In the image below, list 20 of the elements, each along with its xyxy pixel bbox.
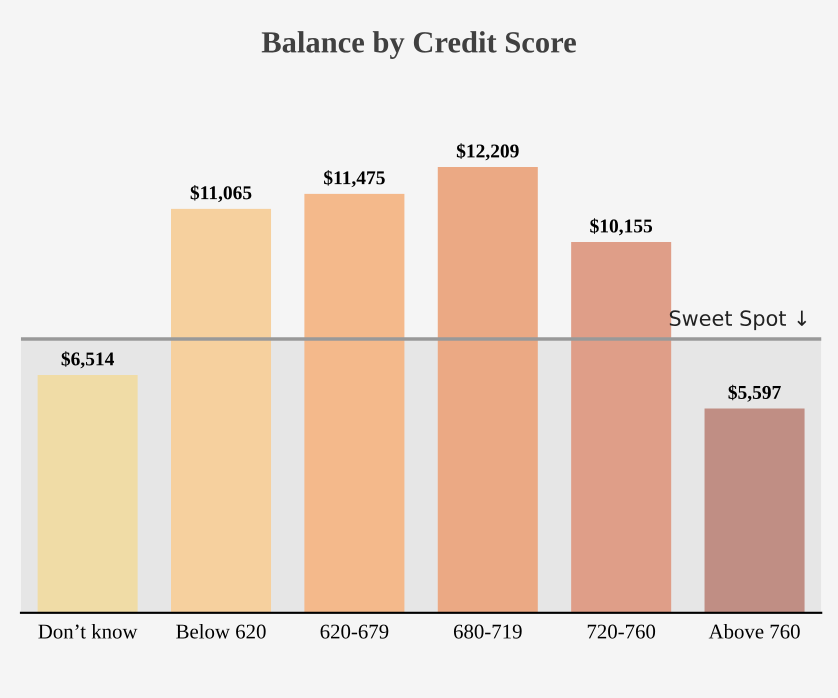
bar xyxy=(571,242,672,613)
ref-line-label: Sweet Spot ↓ xyxy=(670,310,806,330)
bar xyxy=(38,375,138,613)
x-tick-label: 680-719 xyxy=(454,624,522,639)
bar xyxy=(304,194,404,613)
data-label: $6,514 xyxy=(62,351,114,368)
x-tick-label: Below 620 xyxy=(176,624,266,639)
x-tick-label: 620-679 xyxy=(320,624,388,639)
data-label: $12,209 xyxy=(456,143,519,160)
data-label: $5,597 xyxy=(728,384,781,402)
bar xyxy=(438,167,538,613)
x-tick-label: 720-760 xyxy=(588,624,656,639)
x-tick-label: Above 760 xyxy=(708,624,800,639)
x-tick-label: Don’t know xyxy=(38,624,138,639)
data-label: $10,155 xyxy=(590,218,652,236)
bar xyxy=(171,208,272,613)
chart-title: Balance by Credit Score xyxy=(262,31,576,59)
data-label: $11,475 xyxy=(324,170,385,188)
bar xyxy=(704,408,805,613)
data-label: $11,065 xyxy=(190,185,252,202)
